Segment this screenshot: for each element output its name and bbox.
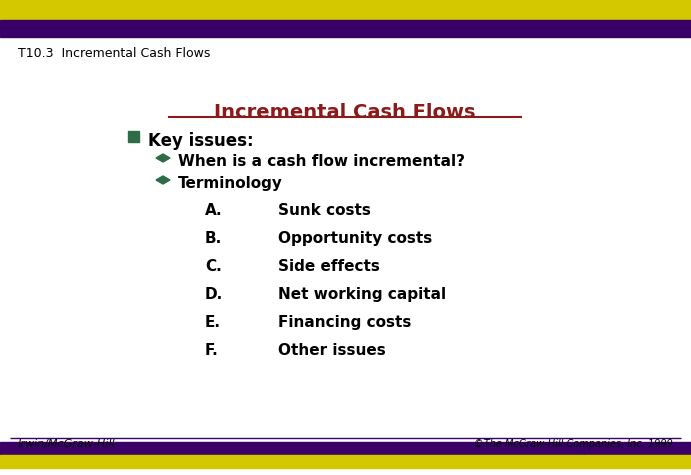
Text: A.: A. — [205, 203, 223, 218]
Text: Key issues:: Key issues: — [148, 132, 254, 150]
Text: T10.3  Incremental Cash Flows: T10.3 Incremental Cash Flows — [18, 47, 210, 60]
Text: Net working capital: Net working capital — [278, 287, 446, 302]
Polygon shape — [156, 176, 170, 184]
Text: B.: B. — [205, 231, 223, 246]
Text: F.: F. — [205, 343, 219, 358]
Text: Side effects: Side effects — [278, 259, 380, 274]
Text: Irwin/McGraw-Hill: Irwin/McGraw-Hill — [18, 439, 115, 449]
Text: Opportunity costs: Opportunity costs — [278, 231, 433, 246]
Bar — [0, 442, 691, 455]
Text: When is a cash flow incremental?: When is a cash flow incremental? — [178, 154, 465, 169]
Polygon shape — [156, 154, 170, 162]
Text: Sunk costs: Sunk costs — [278, 203, 371, 218]
Text: Terminology: Terminology — [178, 176, 283, 191]
Bar — [0, 455, 691, 468]
Text: E.: E. — [205, 315, 221, 330]
Text: C.: C. — [205, 259, 222, 274]
Bar — [128, 131, 139, 142]
Text: Other issues: Other issues — [278, 343, 386, 358]
Text: Financing costs: Financing costs — [278, 315, 411, 330]
Text: Incremental Cash Flows: Incremental Cash Flows — [214, 103, 475, 122]
Bar — [0, 20, 691, 37]
Bar — [0, 0, 691, 20]
Text: D.: D. — [205, 287, 223, 302]
Text: ©The McGraw-Hill Companies, Inc. 1999: ©The McGraw-Hill Companies, Inc. 1999 — [474, 439, 673, 449]
